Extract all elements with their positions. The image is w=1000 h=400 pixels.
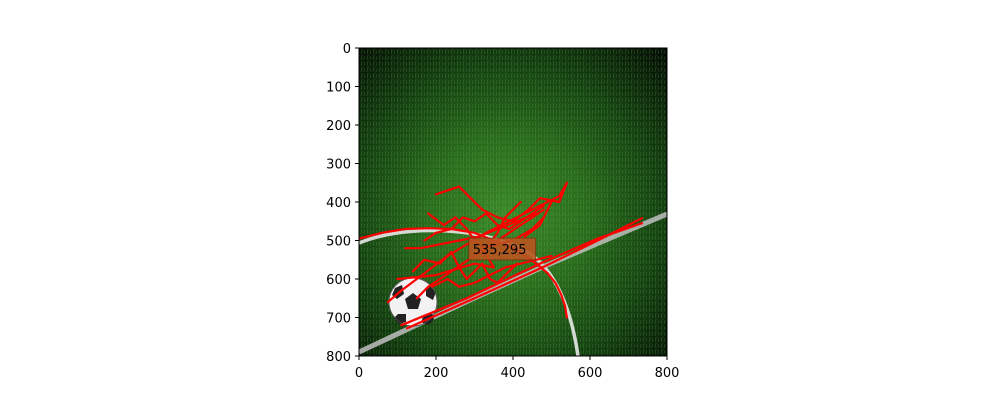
series-line-11 — [431, 254, 553, 288]
series-line-3 — [400, 222, 644, 327]
y-tick-label: 100 — [326, 81, 351, 96]
x-tick-label: 400 — [501, 366, 526, 381]
y-axis: 0 100 200 300 400 500 600 700 800 — [326, 42, 359, 365]
y-tick-label: 600 — [326, 273, 351, 288]
annotation-box — [468, 237, 537, 261]
x-axis: 0 200 400 600 800 — [355, 356, 680, 381]
series-line-5 — [396, 200, 553, 281]
y-tick-label: 700 — [326, 312, 351, 327]
series-line-8 — [411, 250, 519, 284]
annotation-label: 535,295 — [473, 243, 527, 258]
plot-area: 535,295 — [359, 48, 667, 356]
x-tick-label: 200 — [424, 366, 449, 381]
y-tick-label: 200 — [326, 119, 351, 134]
y-tick-label: 500 — [326, 235, 351, 250]
y-tick-label: 400 — [326, 196, 351, 211]
y-tick-label: 300 — [326, 158, 351, 173]
y-tick-label: 0 — [343, 42, 351, 57]
x-tick-label: 800 — [655, 366, 680, 381]
x-tick-label: 600 — [578, 366, 603, 381]
annotation: 535,295 — [468, 237, 537, 261]
x-tick-label: 0 — [355, 366, 363, 381]
y-tick-label: 800 — [326, 350, 351, 365]
